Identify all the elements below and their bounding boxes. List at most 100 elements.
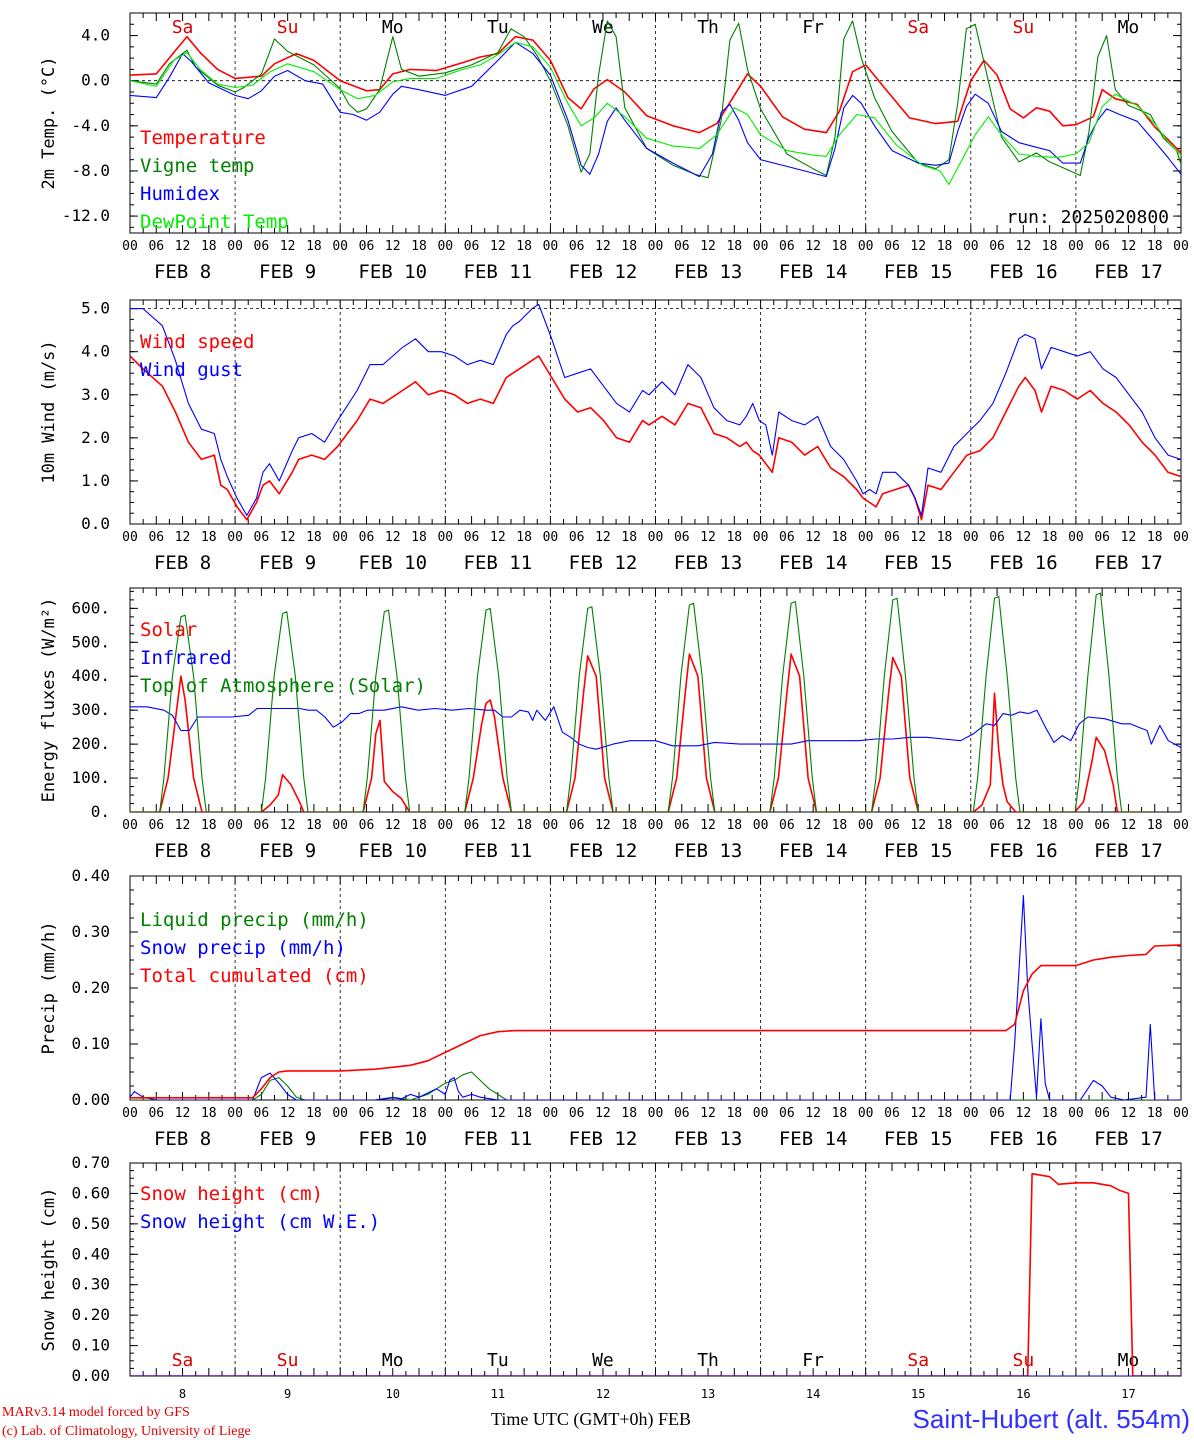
x-hour-label: 00: [227, 1106, 243, 1121]
x-day-number: 15: [911, 1387, 925, 1401]
x-hour-label: 00: [963, 530, 979, 545]
series-infrared: [130, 706, 1181, 750]
weekday-label: Su: [1013, 17, 1035, 38]
y-tick-label: 0.0: [81, 71, 110, 90]
x-date-label: FEB 14: [779, 552, 848, 574]
x-date-label: FEB 14: [779, 261, 848, 283]
x-hour-label: 06: [464, 239, 480, 254]
footer-station: Saint-Hubert (alt. 554m): [913, 1404, 1190, 1434]
x-hour-label: 18: [621, 818, 637, 833]
x-hour-label: 12: [280, 1106, 296, 1121]
y-tick-label: 0.30: [71, 1275, 110, 1294]
x-hour-label: 18: [937, 530, 953, 545]
panel-flux: 0. 100. 200. 300. 400. 500. 600. Energy fluxes …: [39, 587, 1189, 862]
x-hour-label: 06: [884, 818, 900, 833]
x-hour-label: 12: [1121, 818, 1137, 833]
x-hour-label: 00: [1068, 239, 1084, 254]
x-hour-label: 00: [122, 239, 138, 254]
x-hour-label: 12: [280, 818, 296, 833]
y-tick-label: 0.20: [71, 978, 110, 997]
y-axis-label: 10m Wind (m/s): [39, 340, 59, 483]
x-hour-label: 06: [884, 530, 900, 545]
x-hour-label: 12: [910, 1106, 926, 1121]
x-hour-label: 12: [280, 530, 296, 545]
series-snow-precip-mm-h: [130, 895, 1181, 1100]
legend-entry: Wind gust: [140, 359, 243, 381]
x-date-label: FEB 8: [154, 552, 211, 574]
x-hour-label: 06: [779, 818, 795, 833]
y-tick-label: 3.0: [81, 385, 110, 404]
x-hour-label: 18: [411, 239, 427, 254]
x-hour-label: 12: [175, 1106, 191, 1121]
series-temperature: [130, 35, 1181, 154]
x-hour-label: 18: [411, 530, 427, 545]
x-hour-label: 12: [1121, 1106, 1137, 1121]
x-hour-label: 06: [779, 1106, 795, 1121]
y-tick-label: 4.0: [81, 26, 110, 45]
x-hour-label: 12: [910, 530, 926, 545]
x-date-label: FEB 17: [1094, 1128, 1163, 1150]
y-tick-label: 500.: [71, 632, 110, 651]
x-hour-label: 12: [175, 818, 191, 833]
y-tick-label: 0.10: [71, 1336, 110, 1355]
x-hour-label: 06: [464, 818, 480, 833]
x-hour-label: 00: [1173, 818, 1189, 833]
x-hour-label: 18: [201, 239, 217, 254]
weekday-label: Mo: [382, 1350, 404, 1371]
footer-xlabel: Time UTC (GMT+0h) FEB: [491, 1409, 691, 1430]
legend-entry: Infrared: [140, 647, 232, 669]
legend-entry: Humidex: [140, 183, 220, 205]
x-hour-label: 00: [122, 1106, 138, 1121]
x-hour-label: 18: [1147, 1106, 1163, 1121]
x-date-label: FEB 12: [569, 840, 638, 862]
y-axis-label: Precip (mm/h): [39, 921, 59, 1054]
x-hour-label: 12: [595, 239, 611, 254]
x-hour-label: 12: [700, 1106, 716, 1121]
y-tick-label: 0.70: [71, 1153, 110, 1172]
x-hour-label: 06: [359, 818, 375, 833]
x-hour-label: 06: [569, 818, 585, 833]
x-hour-label: 12: [490, 530, 506, 545]
x-hour-label: 18: [726, 239, 742, 254]
x-hour-label: 12: [1121, 530, 1137, 545]
x-hour-label: 06: [254, 818, 270, 833]
x-hour-label: 12: [1016, 1106, 1032, 1121]
x-hour-label: 06: [779, 530, 795, 545]
x-hour-label: 18: [411, 1106, 427, 1121]
series-top-of-atmosphere-solar: [130, 592, 1148, 812]
x-hour-label: 00: [437, 1106, 453, 1121]
x-hour-label: 06: [148, 1106, 164, 1121]
x-hour-label: 06: [989, 818, 1005, 833]
x-day-number: 8: [179, 1387, 186, 1401]
x-hour-label: 00: [963, 1106, 979, 1121]
x-hour-label: 00: [753, 1106, 769, 1121]
y-tick-label: 0.40: [71, 866, 110, 885]
x-date-label: FEB 9: [259, 840, 316, 862]
x-date-label: FEB 8: [154, 261, 211, 283]
x-hour-label: 12: [490, 239, 506, 254]
x-hour-label: 06: [254, 1106, 270, 1121]
panel-precip: 0.00 0.10 0.20 0.30 0.40 Precip (mm/h) 00 06 12 1…: [39, 866, 1189, 1150]
x-hour-label: 18: [1147, 239, 1163, 254]
x-hour-label: 06: [884, 1106, 900, 1121]
x-date-label: FEB 15: [884, 840, 953, 862]
y-tick-label: 5.0: [81, 299, 110, 318]
x-hour-label: 18: [832, 239, 848, 254]
x-hour-label: 06: [254, 530, 270, 545]
x-date-label: FEB 9: [259, 261, 316, 283]
x-hour-label: 06: [569, 530, 585, 545]
x-hour-label: 06: [989, 239, 1005, 254]
weekday-label: Th: [697, 17, 719, 38]
x-hour-label: 12: [1016, 818, 1032, 833]
x-hour-label: 18: [411, 818, 427, 833]
x-hour-label: 00: [858, 1106, 874, 1121]
x-hour-label: 18: [306, 818, 322, 833]
x-hour-label: 18: [516, 530, 532, 545]
weekday-label: Sa: [172, 17, 194, 38]
panel-snow: 0.00 0.10 0.20 0.30 0.40 0.50 0.60 0.70 Snow hei…: [39, 1153, 1182, 1401]
legend-entry: Total cumulated (cm): [140, 965, 369, 987]
x-hour-label: 12: [910, 239, 926, 254]
x-hour-label: 18: [1042, 530, 1058, 545]
y-tick-label: -4.0: [71, 116, 110, 135]
weekday-label: Mo: [1118, 1350, 1140, 1371]
